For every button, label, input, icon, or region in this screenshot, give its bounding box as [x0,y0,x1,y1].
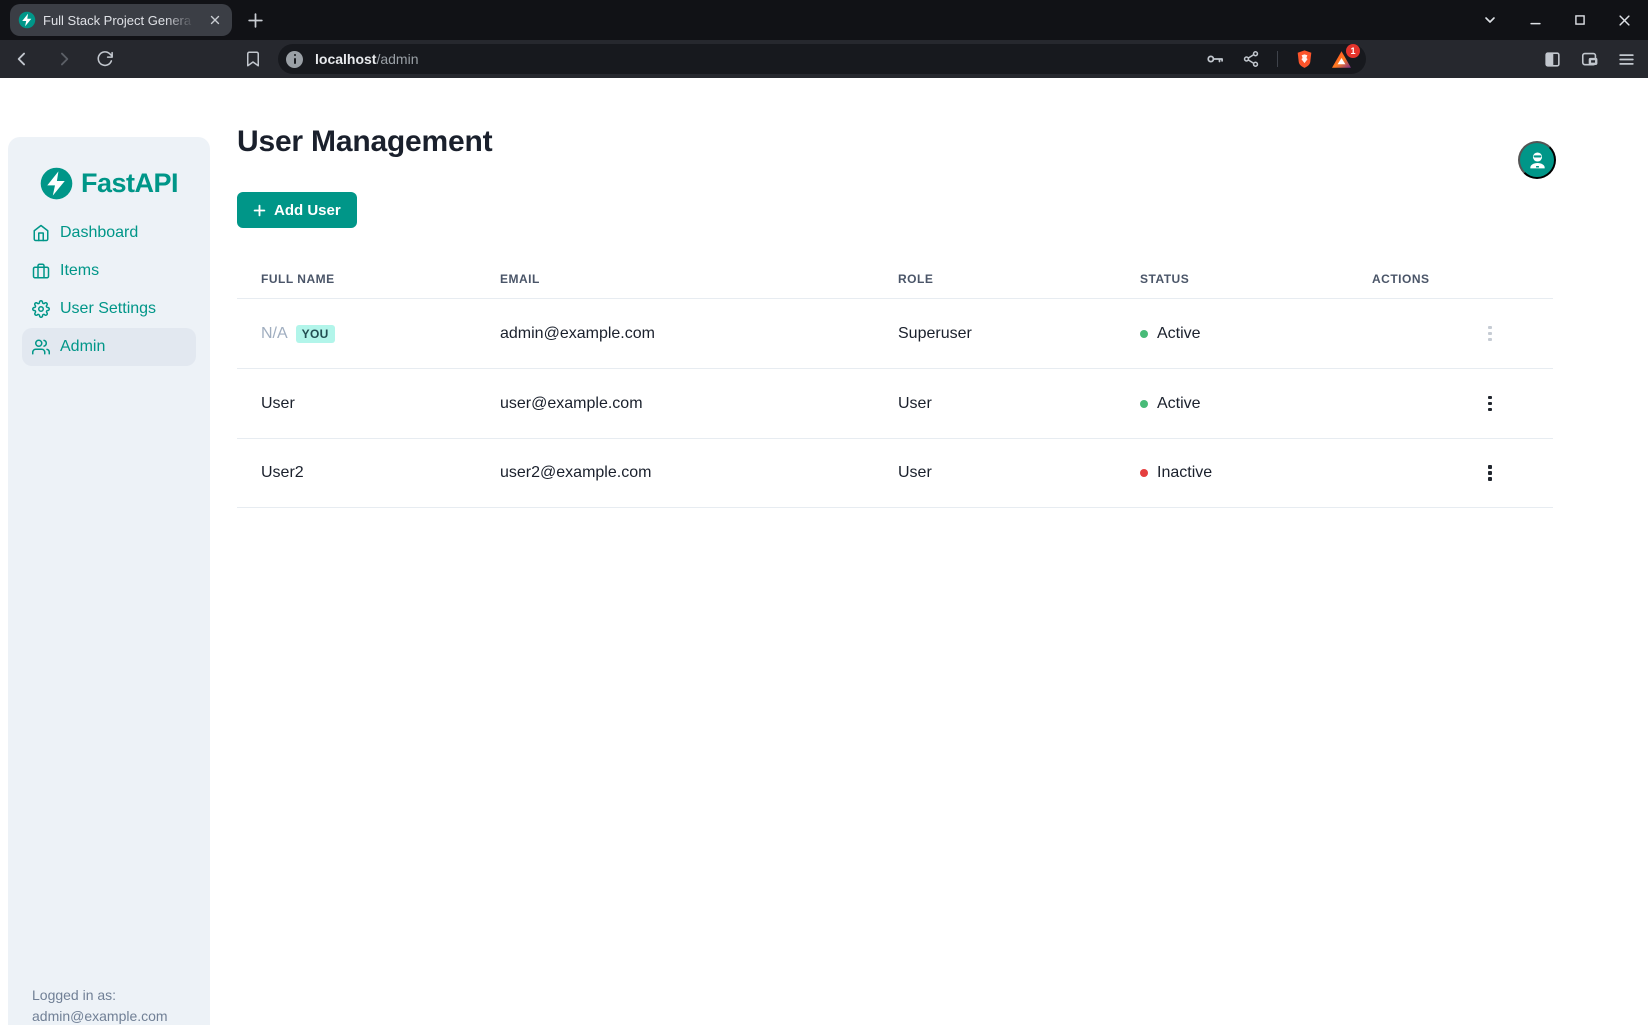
user-astronaut-icon [1527,150,1548,171]
maximize-icon[interactable] [1573,13,1587,27]
column-header-full-name: FULL NAME [261,272,335,286]
role-cell: User [898,464,932,481]
add-user-button[interactable]: Add User [237,192,357,228]
logged-in-footer: Logged in as: admin@example.com [8,985,210,1025]
sidebar-item-label: Dashboard [60,224,139,241]
table-header-row: FULL NAME EMAIL ROLE STATUS ACTIONS [237,228,1553,298]
fastapi-favicon-icon [18,11,36,29]
row-actions-menu-icon[interactable] [1484,392,1496,416]
row-actions-menu-icon [1484,322,1496,346]
plus-icon [253,204,266,217]
fastapi-bolt-icon [40,167,73,200]
sidebar-nav: Dashboard Items User Settings Admin [22,214,196,366]
browser-tab[interactable]: Full Stack Project Genera [10,4,232,36]
email-cell: admin@example.com [500,324,655,342]
column-header-status: STATUS [1140,272,1190,286]
url-host: localhost [315,51,377,67]
fastapi-logo: FastAPI [40,167,179,200]
forward-icon [54,49,74,69]
row-actions-menu-icon[interactable] [1484,461,1496,485]
reload-icon[interactable] [96,50,114,68]
status-dot-inactive [1140,469,1148,477]
sidebar-panel-icon[interactable] [1543,50,1562,69]
email-cell: user2@example.com [500,464,652,481]
sidebar-item-dashboard[interactable]: Dashboard [22,214,196,252]
logged-in-label: Logged in as: [32,987,117,1004]
browser-titlebar: Full Stack Project Genera [0,0,1648,40]
column-header-actions: ACTIONS [1372,272,1430,286]
wallet-icon[interactable] [1580,50,1599,69]
page-title: User Management [237,125,493,158]
url-path: /admin [376,51,419,67]
column-header-role: ROLE [898,272,934,286]
status-value: Active [1157,324,1201,342]
minimize-icon[interactable] [1528,13,1543,28]
gear-icon [32,300,50,318]
main-content: User Management Add User FULL NAME EMAIL… [237,125,1553,508]
you-badge: YOU [295,324,335,343]
app-page: FastAPI Dashboard Items User Settings [0,125,1648,1025]
actions-cell [1348,392,1553,416]
sidebar-item-user-settings[interactable]: User Settings [22,290,196,328]
logged-in-email: admin@example.com [32,1007,168,1024]
rewards-badge: 1 [1346,43,1360,58]
email-cell: user@example.com [500,394,643,412]
role-cell: Superuser [898,324,972,342]
tab-close-icon[interactable] [206,11,224,29]
sidebar-item-label: User Settings [60,300,157,317]
new-tab-icon[interactable] [246,11,265,30]
logo-text: FastAPI [80,168,179,198]
brave-rewards-icon[interactable]: 1 [1331,43,1360,69]
home-icon [32,224,50,242]
users-table: FULL NAME EMAIL ROLE STATUS ACTIONS N/A … [237,228,1553,508]
back-icon[interactable] [12,49,32,69]
table-row: User user@example.com User Active [237,368,1553,438]
sidebar-item-admin[interactable]: Admin [22,328,196,366]
full-name-cell: User [261,394,295,412]
role-cell: User [898,394,932,412]
full-name-value: N/A [261,324,288,342]
status-value: Active [1157,394,1201,412]
status-cell: Active [1116,395,1348,413]
url-text[interactable]: localhost/admin [315,51,1205,67]
full-name-cell: User2 [261,464,304,481]
briefcase-icon [32,262,50,280]
close-window-icon[interactable] [1617,13,1632,28]
browser-toolbar: localhost/admin 1 [0,40,1648,78]
column-header-email: EMAIL [500,272,540,286]
users-icon [32,338,50,356]
add-user-label: Add User [274,201,341,219]
actions-cell [1348,461,1553,485]
full-name-cell: N/A YOU [237,324,476,343]
status-cell: Inactive [1116,464,1348,482]
sidebar-item-label: Admin [60,338,106,355]
site-info-icon[interactable] [286,50,303,68]
sidebar: FastAPI Dashboard Items User Settings [8,137,210,1025]
status-dot-active [1140,329,1148,338]
table-row: N/A YOU admin@example.com Superuser Acti… [237,298,1553,368]
brave-shield-icon[interactable] [1295,49,1314,70]
toolbar-divider [1277,51,1278,67]
user-menu-button[interactable] [1518,141,1556,179]
status-value: Inactive [1157,464,1213,481]
chevron-down-icon[interactable] [1482,12,1498,28]
url-bar[interactable]: localhost/admin 1 [278,43,1366,74]
menu-icon[interactable] [1617,50,1636,69]
table-row: User2 user2@example.com User Inactive [237,438,1553,508]
bookmark-icon[interactable] [244,50,262,68]
tab-title: Full Stack Project Genera [43,12,192,28]
sidebar-item-label: Items [60,262,100,279]
status-cell: Active [1116,325,1348,343]
actions-cell [1348,322,1553,346]
key-icon[interactable] [1205,49,1225,69]
status-dot-active [1140,399,1148,408]
share-icon[interactable] [1242,50,1260,68]
sidebar-item-items[interactable]: Items [22,252,196,290]
